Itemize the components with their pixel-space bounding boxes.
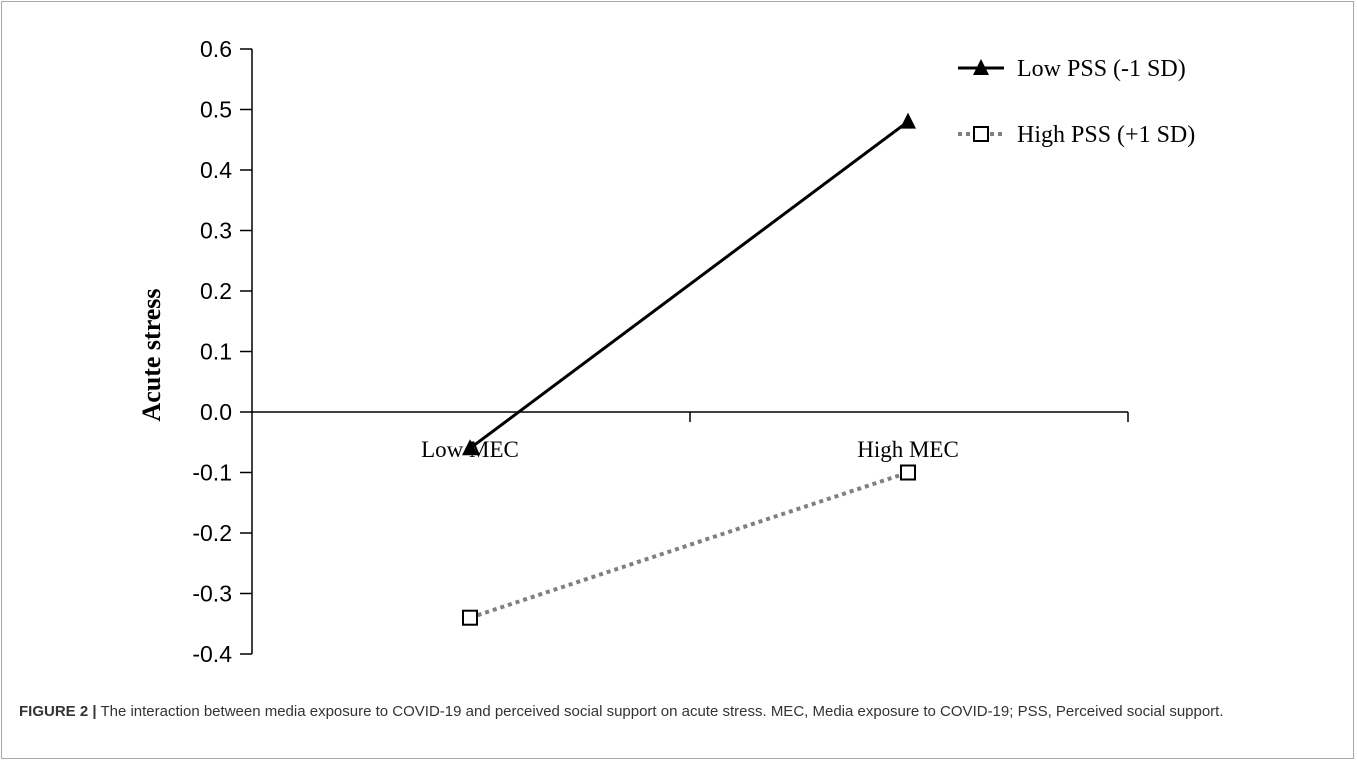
interaction-chart: 0.6 0.5 0.4 0.3 0.2 0.1 0.0 -0.1 -0.2 -0.3 -0.4 Lo…: [137, 36, 1195, 667]
y-tick-label: 0.1: [200, 339, 232, 365]
y-tick-label: 0.5: [200, 97, 232, 123]
series-2: [462, 464, 916, 626]
legend-marker-triangle: [973, 59, 989, 75]
legend-item: Low PSS (-1 SD): [958, 56, 1186, 82]
legend-label: Low PSS (-1 SD): [1017, 56, 1186, 82]
data-point-square: [900, 464, 916, 481]
y-tick-label: -0.3: [192, 581, 232, 607]
x-categories: Low MEC High MEC: [421, 437, 959, 462]
y-tick-label: -0.2: [192, 520, 232, 546]
series-1: [462, 112, 916, 456]
figure-caption: FIGURE 2 | The interaction between media…: [19, 700, 1339, 723]
data-point-triangle: [900, 112, 916, 129]
y-tick-label: 0.3: [200, 218, 232, 244]
y-tick-label: 0.2: [200, 278, 232, 304]
y-tick-label: 0.4: [200, 157, 232, 183]
y-axis-label: Acute stress: [137, 288, 166, 421]
y-ticks: 0.6 0.5 0.4 0.3 0.2 0.1 0.0 -0.1 -0.2 -0.3 -0.4: [192, 36, 252, 667]
series-line: [469, 120, 909, 450]
legend: Low PSS (-1 SD) High PSS (+1 SD): [958, 56, 1195, 148]
series-line: [469, 470, 909, 620]
y-tick-label: 0.6: [200, 36, 232, 62]
x-category-label: High MEC: [857, 437, 959, 462]
series-layer: [462, 112, 916, 626]
axes: [251, 49, 1129, 654]
caption-text: The interaction between media exposure t…: [100, 703, 1224, 720]
legend-item: High PSS (+1 SD): [958, 122, 1195, 148]
data-point-triangle: [462, 439, 478, 456]
y-tick-label: -0.1: [192, 460, 232, 486]
y-tick-label: 0.0: [200, 399, 232, 425]
legend-label: High PSS (+1 SD): [1017, 122, 1195, 148]
caption-label: FIGURE 2 |: [19, 703, 97, 720]
data-point-square: [462, 609, 478, 626]
y-tick-label: -0.4: [192, 641, 232, 667]
legend-marker-square: [973, 126, 989, 142]
